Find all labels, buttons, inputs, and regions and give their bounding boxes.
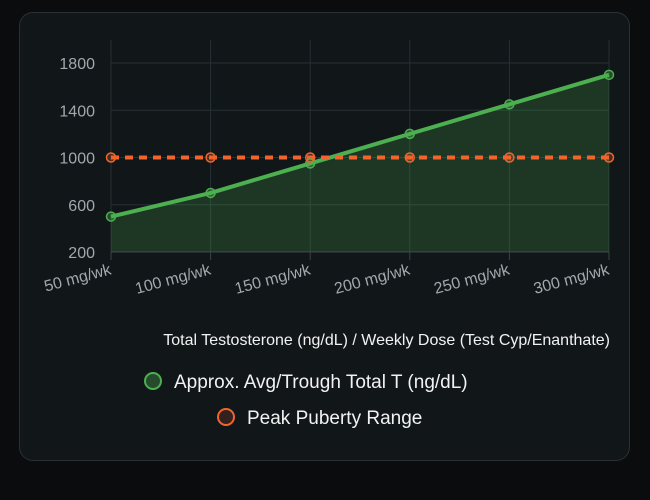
y-tick-label: 1000 (59, 151, 95, 168)
grid (110, 40, 610, 260)
series-lines (110, 72, 610, 219)
y-tick-label: 1800 (59, 56, 95, 73)
legend-label-peak-puberty[interactable]: Peak Puberty Range (247, 408, 422, 429)
data-point-avg-trough (205, 187, 216, 199)
data-point-peak-puberty (603, 152, 615, 163)
legend-marker-peak-puberty[interactable] (217, 408, 235, 426)
data-point-peak-puberty (404, 152, 416, 163)
legend-label-avg-trough[interactable]: Approx. Avg/Trough Total T (ng/dL) (174, 372, 468, 393)
data-point-peak-puberty (205, 152, 216, 163)
x-axis-ticks: 50 mg/wk 100 mg/wk 150 mg/wk 200 mg/wk 250 m… (42, 261, 611, 298)
data-point-peak-puberty (504, 152, 515, 163)
data-point-peak-puberty (105, 152, 117, 163)
chart-card (19, 12, 630, 461)
y-axis-ticks: 200 600 1000 1400 1800 (59, 56, 95, 262)
x-tick-label: 50 mg/wk (42, 261, 114, 295)
x-tick-label: 250 mg/wk (432, 261, 512, 298)
x-tick-label: 150 mg/wk (233, 261, 313, 298)
x-axis-label: Total Testosterone (ng/dL) / Weekly Dose… (163, 332, 610, 349)
x-tick-label: 200 mg/wk (333, 261, 413, 298)
y-tick-label: 1400 (59, 103, 95, 120)
y-tick-label: 600 (68, 198, 95, 215)
data-point-avg-trough (603, 69, 615, 81)
data-point-avg-trough (105, 211, 117, 222)
data-point-avg-trough (504, 99, 515, 110)
x-tick-label: 100 mg/wk (133, 261, 213, 298)
area-fill (111, 74, 609, 252)
series-area-avg-trough (111, 74, 609, 252)
legend: Approx. Avg/Trough Total T (ng/dL) Peak P… (144, 372, 468, 429)
y-tick-label: 200 (68, 245, 95, 262)
series-line-avg-trough (110, 72, 610, 219)
legend-marker-avg-trough[interactable] (144, 372, 162, 390)
data-point-avg-trough (404, 128, 416, 140)
x-tick-label: 300 mg/wk (532, 261, 612, 298)
series-points (105, 69, 615, 222)
data-point-peak-puberty (304, 152, 316, 163)
